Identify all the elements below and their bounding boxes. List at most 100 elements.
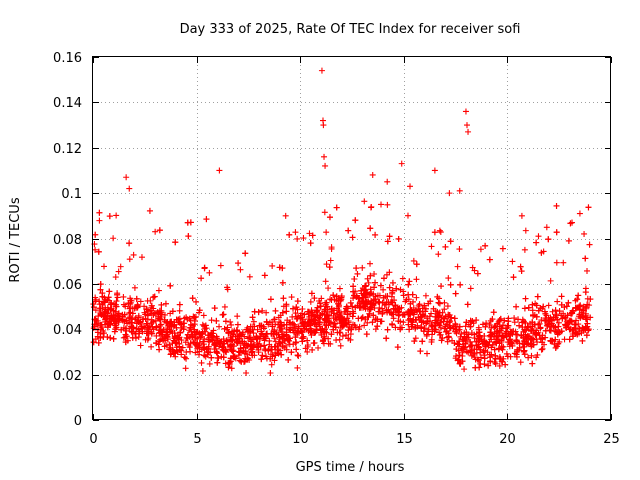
data-point	[183, 314, 190, 321]
data-point	[371, 284, 378, 291]
data-point	[155, 310, 162, 317]
data-point	[558, 312, 565, 319]
data-point	[258, 328, 265, 335]
data-point	[197, 334, 204, 341]
data-point	[223, 326, 230, 333]
data-point	[475, 357, 482, 364]
data-point	[521, 246, 528, 253]
data-point	[486, 256, 493, 263]
data-point	[401, 311, 408, 318]
data-point	[436, 329, 443, 336]
data-point	[123, 317, 130, 324]
data-point	[188, 321, 195, 328]
data-point	[300, 322, 307, 329]
data-point	[182, 339, 189, 346]
data-point	[561, 336, 568, 343]
data-point	[237, 266, 244, 273]
data-point	[311, 295, 318, 302]
data-point	[533, 327, 540, 334]
data-point	[399, 275, 406, 282]
data-point	[454, 263, 461, 270]
y-tick-label: 0.08	[53, 233, 82, 248]
data-point	[386, 233, 393, 240]
data-point	[485, 342, 492, 349]
data-point	[477, 246, 484, 253]
data-point	[318, 67, 325, 74]
data-point	[294, 235, 301, 242]
data-point	[322, 162, 329, 169]
data-point	[444, 303, 451, 310]
data-point	[196, 307, 203, 314]
data-point	[582, 310, 589, 317]
data-point	[413, 294, 420, 301]
data-point	[327, 257, 334, 264]
data-point	[344, 315, 351, 322]
data-point	[266, 341, 273, 348]
data-point	[548, 320, 555, 327]
data-point	[407, 183, 414, 190]
data-point	[239, 331, 246, 338]
data-point	[380, 275, 387, 282]
data-point	[279, 335, 286, 342]
data-point	[388, 293, 395, 300]
data-point	[137, 342, 144, 349]
data-point	[430, 305, 437, 312]
data-point	[463, 334, 470, 341]
data-point	[227, 358, 234, 365]
data-point	[393, 285, 400, 292]
y-tick-label: 0.1	[61, 187, 82, 202]
data-point	[345, 335, 352, 342]
data-point	[358, 287, 365, 294]
data-point	[587, 296, 594, 303]
data-point	[334, 311, 341, 318]
data-point	[515, 316, 522, 323]
data-point	[274, 350, 281, 357]
data-point	[99, 293, 106, 300]
data-point	[273, 331, 280, 338]
data-point	[354, 302, 361, 309]
data-point	[235, 348, 242, 355]
data-point	[139, 328, 146, 335]
data-point	[469, 264, 476, 271]
data-point	[442, 243, 449, 250]
data-point	[150, 294, 157, 301]
data-point	[299, 338, 306, 345]
data-point	[283, 308, 290, 315]
data-point	[158, 301, 165, 308]
data-point	[191, 314, 198, 321]
data-point	[542, 327, 549, 334]
data-point	[171, 337, 178, 344]
data-point	[387, 299, 394, 306]
data-point	[111, 312, 118, 319]
data-point	[199, 368, 206, 375]
data-point	[286, 335, 293, 342]
data-point	[552, 336, 559, 343]
data-point	[250, 318, 257, 325]
data-point	[510, 274, 517, 281]
data-point	[132, 316, 138, 323]
data-point	[415, 314, 422, 321]
data-point	[263, 318, 270, 325]
data-point	[173, 316, 180, 323]
data-point	[520, 343, 527, 350]
data-point	[565, 299, 572, 306]
data-point	[403, 296, 410, 303]
data-point	[163, 319, 170, 326]
data-point	[315, 314, 322, 321]
data-point	[442, 328, 449, 335]
data-point	[417, 348, 424, 355]
data-point	[375, 298, 382, 305]
data-point	[212, 345, 219, 352]
data-point	[476, 344, 483, 351]
data-point	[524, 323, 531, 330]
data-point	[210, 327, 217, 334]
data-point	[223, 337, 230, 344]
data-point	[294, 328, 301, 335]
data-point	[143, 306, 150, 313]
data-point	[238, 338, 245, 345]
data-point	[134, 301, 141, 308]
data-point	[317, 300, 324, 307]
data-point	[114, 291, 121, 298]
data-point	[248, 338, 255, 345]
plot-frame	[92, 56, 611, 420]
